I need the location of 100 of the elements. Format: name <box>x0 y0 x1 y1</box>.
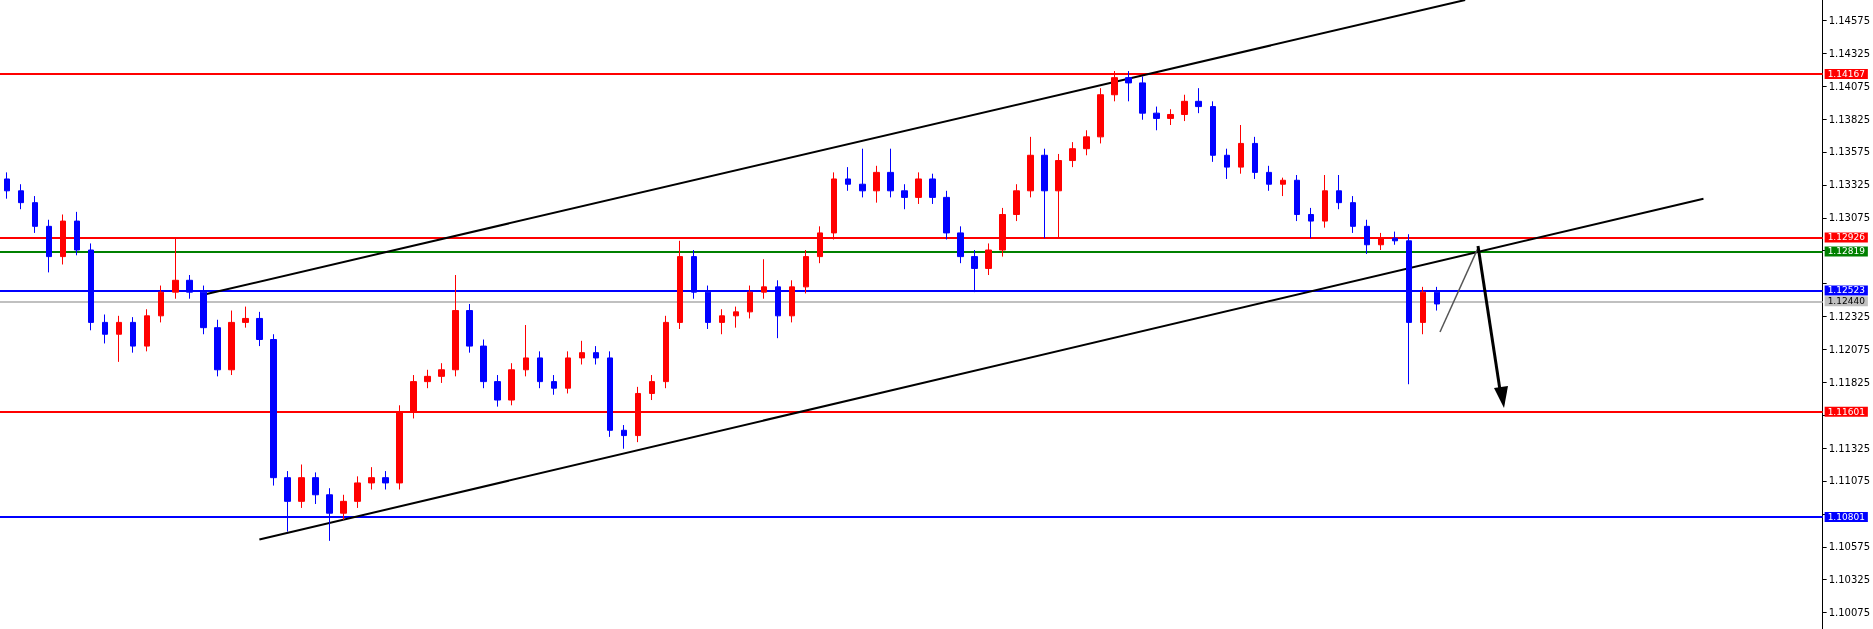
y-tick-label: 1.11825 <box>1828 376 1871 388</box>
candlestick <box>607 350 613 438</box>
candlestick <box>1069 141 1076 168</box>
candlestick <box>901 183 908 210</box>
candlestick <box>1041 148 1048 239</box>
y-tick-label: 1.11325 <box>1828 442 1871 454</box>
candlestick <box>382 470 389 491</box>
candlestick <box>438 362 445 384</box>
candlestick <box>1125 70 1132 102</box>
candlestick <box>943 190 950 240</box>
y-tick-label: 1.14075 <box>1828 80 1871 92</box>
ref-line-label: 1.12926 <box>1827 232 1866 243</box>
candlestick <box>1097 87 1104 144</box>
candlestick <box>102 314 108 344</box>
y-tick-label: 1.14325 <box>1828 47 1871 59</box>
candlestick <box>158 285 164 323</box>
candlestick <box>565 350 571 394</box>
candlestick <box>1420 286 1426 335</box>
y-tick-label: 1.14575 <box>1828 14 1871 26</box>
candlestick <box>1322 174 1328 229</box>
candlestick <box>116 315 122 363</box>
candlestick <box>621 424 627 450</box>
candlestick <box>214 319 221 377</box>
candlestick <box>1294 174 1300 222</box>
candlestick <box>1195 87 1202 114</box>
y-tick-label: 1.12075 <box>1828 343 1871 355</box>
candlestick <box>537 350 543 389</box>
candlestick <box>845 166 851 192</box>
candlestick <box>1364 219 1370 255</box>
candlestick <box>228 310 235 376</box>
candlestick <box>32 195 38 234</box>
candlestick <box>649 374 655 401</box>
candlestick <box>579 340 585 365</box>
candlestick <box>551 374 557 396</box>
candlestick <box>270 333 277 487</box>
candlestick <box>242 306 249 329</box>
candlestick <box>957 225 964 264</box>
candlestick <box>424 369 431 389</box>
candlestick <box>929 173 936 205</box>
candlestick <box>719 308 725 335</box>
candlestick <box>1139 75 1146 121</box>
y-tick-label: 1.13075 <box>1828 212 1871 224</box>
candlestick <box>466 303 473 354</box>
candlestick <box>18 183 24 210</box>
candlestick <box>747 285 753 319</box>
candlestick <box>1153 106 1160 131</box>
candlestick <box>298 464 305 509</box>
ref-line-label: 1.10801 <box>1827 512 1865 523</box>
candlestick <box>1013 183 1020 222</box>
candlestick <box>1252 136 1258 180</box>
candlestick <box>46 219 52 273</box>
candlestick <box>494 374 501 408</box>
y-tick-label: 1.13325 <box>1828 179 1871 191</box>
candlestick <box>1308 207 1314 239</box>
candlestick <box>1224 148 1230 180</box>
candlestick <box>985 242 992 276</box>
candlestick <box>452 274 459 377</box>
candlestick <box>887 148 894 198</box>
candlestick <box>523 324 529 377</box>
candlestick <box>508 362 515 406</box>
y-tick-label: 1.10075 <box>1828 607 1871 619</box>
candlestick <box>1266 165 1272 192</box>
candlestick <box>4 171 10 200</box>
y-tick-label: 1.13575 <box>1828 146 1871 158</box>
ref-line-label: 1.11601 <box>1827 406 1865 417</box>
candlestick <box>1238 124 1244 175</box>
y-tick-label: 1.12325 <box>1828 310 1871 322</box>
ref-line-label: 1.12523 <box>1827 285 1865 296</box>
y-tick-label: 1.10575 <box>1828 541 1871 553</box>
candlestick <box>74 211 80 256</box>
candlestick <box>859 148 866 198</box>
candlestick <box>593 345 599 365</box>
candlestick <box>1027 136 1034 198</box>
candlestick <box>312 471 319 505</box>
ref-line-label: 1.14167 <box>1827 69 1865 80</box>
candlestick <box>354 475 361 509</box>
y-tick-label: 1.10325 <box>1828 574 1871 586</box>
ref-line-label: 1.12819 <box>1827 246 1866 257</box>
ref-line-label: 1.12440 <box>1827 296 1866 307</box>
candlestick <box>803 249 809 294</box>
candlestick <box>340 494 347 521</box>
candlestick <box>915 171 922 205</box>
candlestick <box>873 165 880 204</box>
candlestick <box>1350 195 1356 234</box>
candlestick <box>1210 100 1216 163</box>
candlestick <box>761 258 767 300</box>
candlestick <box>1392 231 1398 246</box>
candlestick <box>144 308 150 352</box>
candlestick <box>480 339 487 389</box>
candlestick <box>677 240 683 330</box>
candlestick <box>1336 174 1342 210</box>
candlestick <box>1167 108 1174 126</box>
candlestick <box>256 311 263 347</box>
candlestick <box>733 306 739 329</box>
candlestick <box>130 316 136 354</box>
y-tick-label: 1.11075 <box>1828 475 1871 487</box>
candlestick <box>789 279 795 323</box>
candlestick <box>1181 94 1188 122</box>
candlestick <box>368 466 375 491</box>
candlestick <box>1280 177 1286 197</box>
